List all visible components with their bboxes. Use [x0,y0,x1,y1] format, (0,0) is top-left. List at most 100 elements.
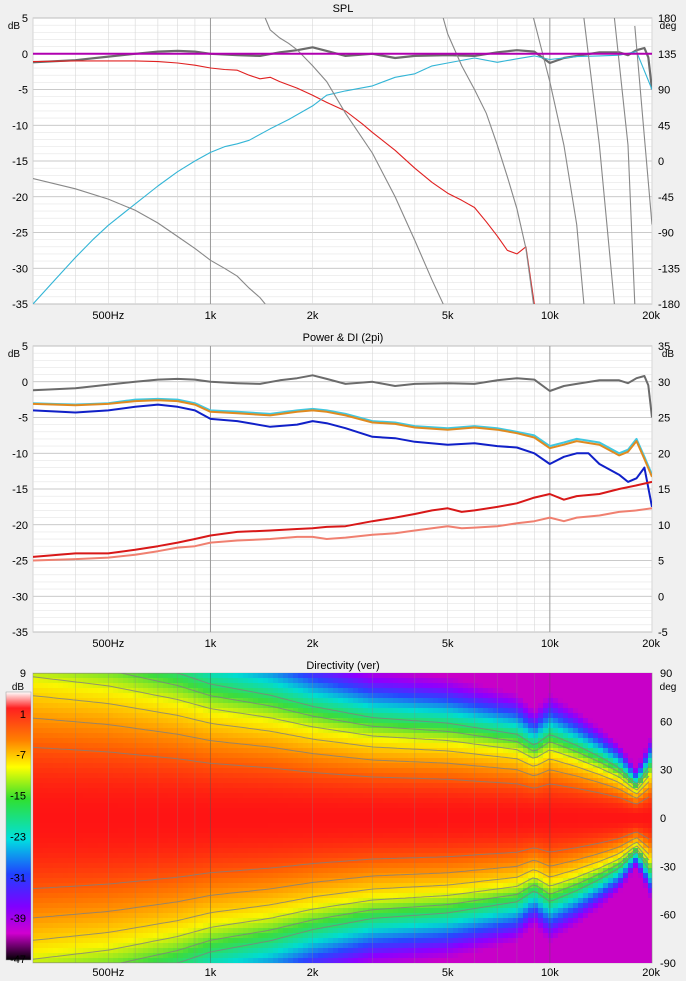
heat-cell [318,948,324,954]
heat-cell [373,788,379,794]
heat-cell [388,898,394,904]
heat-cell [368,768,374,774]
heat-cell [108,853,114,859]
heat-cell [38,878,44,884]
heat-cell [283,848,289,854]
heat-cell [178,673,184,679]
heat-cell [63,733,69,739]
heat-cell [388,683,394,689]
heat-cell [118,888,124,894]
heat-cell [363,688,369,694]
power-di-title: Power & DI (2pi) [303,332,384,344]
heat-cell [278,793,284,799]
heat-cell [328,813,334,819]
heat-cell [113,948,119,954]
heat-cell [343,943,349,949]
heat-cell [38,858,44,864]
heat-cell [148,873,154,879]
heat-cell [228,818,234,824]
heat-cell [178,718,184,724]
heat-cell [83,903,89,909]
heat-cell [213,858,219,864]
heat-cell [123,768,129,774]
heat-cell [238,908,244,914]
heat-cell [208,743,214,749]
heat-cell [413,928,419,934]
heat-cell [418,728,424,734]
heat-cell [328,783,334,789]
heat-cell [323,838,329,844]
heat-cell [78,688,84,694]
heat-cell [153,793,159,799]
heat-cell [98,728,104,734]
heat-cell [368,858,374,864]
heat-cell [253,748,259,754]
heat-cell [258,718,264,724]
heat-cell [348,873,354,879]
heat-cell [78,858,84,864]
heat-cell [238,748,244,754]
heat-cell [258,773,264,779]
heat-cell [353,948,359,954]
heat-cell [383,678,389,684]
directivity-right-unit: deg [660,682,677,693]
heat-cell [368,798,374,804]
heat-cell [53,823,59,829]
heat-cell [263,808,269,814]
heat-cell [143,913,149,919]
heat-cell [373,753,379,759]
heat-cell [358,893,364,899]
heat-cell [53,738,59,744]
heat-cell [273,748,279,754]
heat-cell [213,768,219,774]
heat-cell [123,928,129,934]
heat-cell [168,873,174,879]
heat-cell [153,898,159,904]
heat-cell [233,833,239,839]
heat-cell [328,888,334,894]
heat-cell [238,858,244,864]
heat-cell [393,718,399,724]
heat-cell [338,828,344,834]
heat-cell [218,728,224,734]
heat-cell [338,918,344,924]
heat-cell [363,938,369,944]
heat-cell [308,903,314,909]
heat-cell [83,938,89,944]
heat-cell [188,918,194,924]
heat-cell [408,943,414,949]
heat-cell [63,858,69,864]
heat-cell [268,808,274,814]
heat-cell [398,738,404,744]
heat-cell [313,718,319,724]
heat-cell [243,928,249,934]
heat-cell [278,948,284,954]
heat-cell [133,763,139,769]
heat-cell [413,673,419,679]
heat-cell [148,798,154,804]
heat-cell [58,708,64,714]
heat-cell [133,903,139,909]
heat-cell [158,943,164,949]
heat-cell [433,918,439,924]
heat-cell [148,788,154,794]
heat-cell [43,938,49,944]
heat-cell [88,758,94,764]
heat-cell [218,938,224,944]
heat-cell [373,918,379,924]
heat-cell [358,673,364,679]
heat-cell [383,883,389,889]
heat-cell [188,838,194,844]
heat-cell [343,808,349,814]
heat-cell [263,763,269,769]
heat-cell [283,693,289,699]
heat-cell [93,713,99,719]
heat-cell [133,853,139,859]
heat-cell [133,883,139,889]
heat-cell [73,813,79,819]
heat-cell [53,943,59,949]
heat-cell [78,928,84,934]
heat-cell [373,908,379,914]
heat-cell [48,903,54,909]
heat-cell [418,793,424,799]
